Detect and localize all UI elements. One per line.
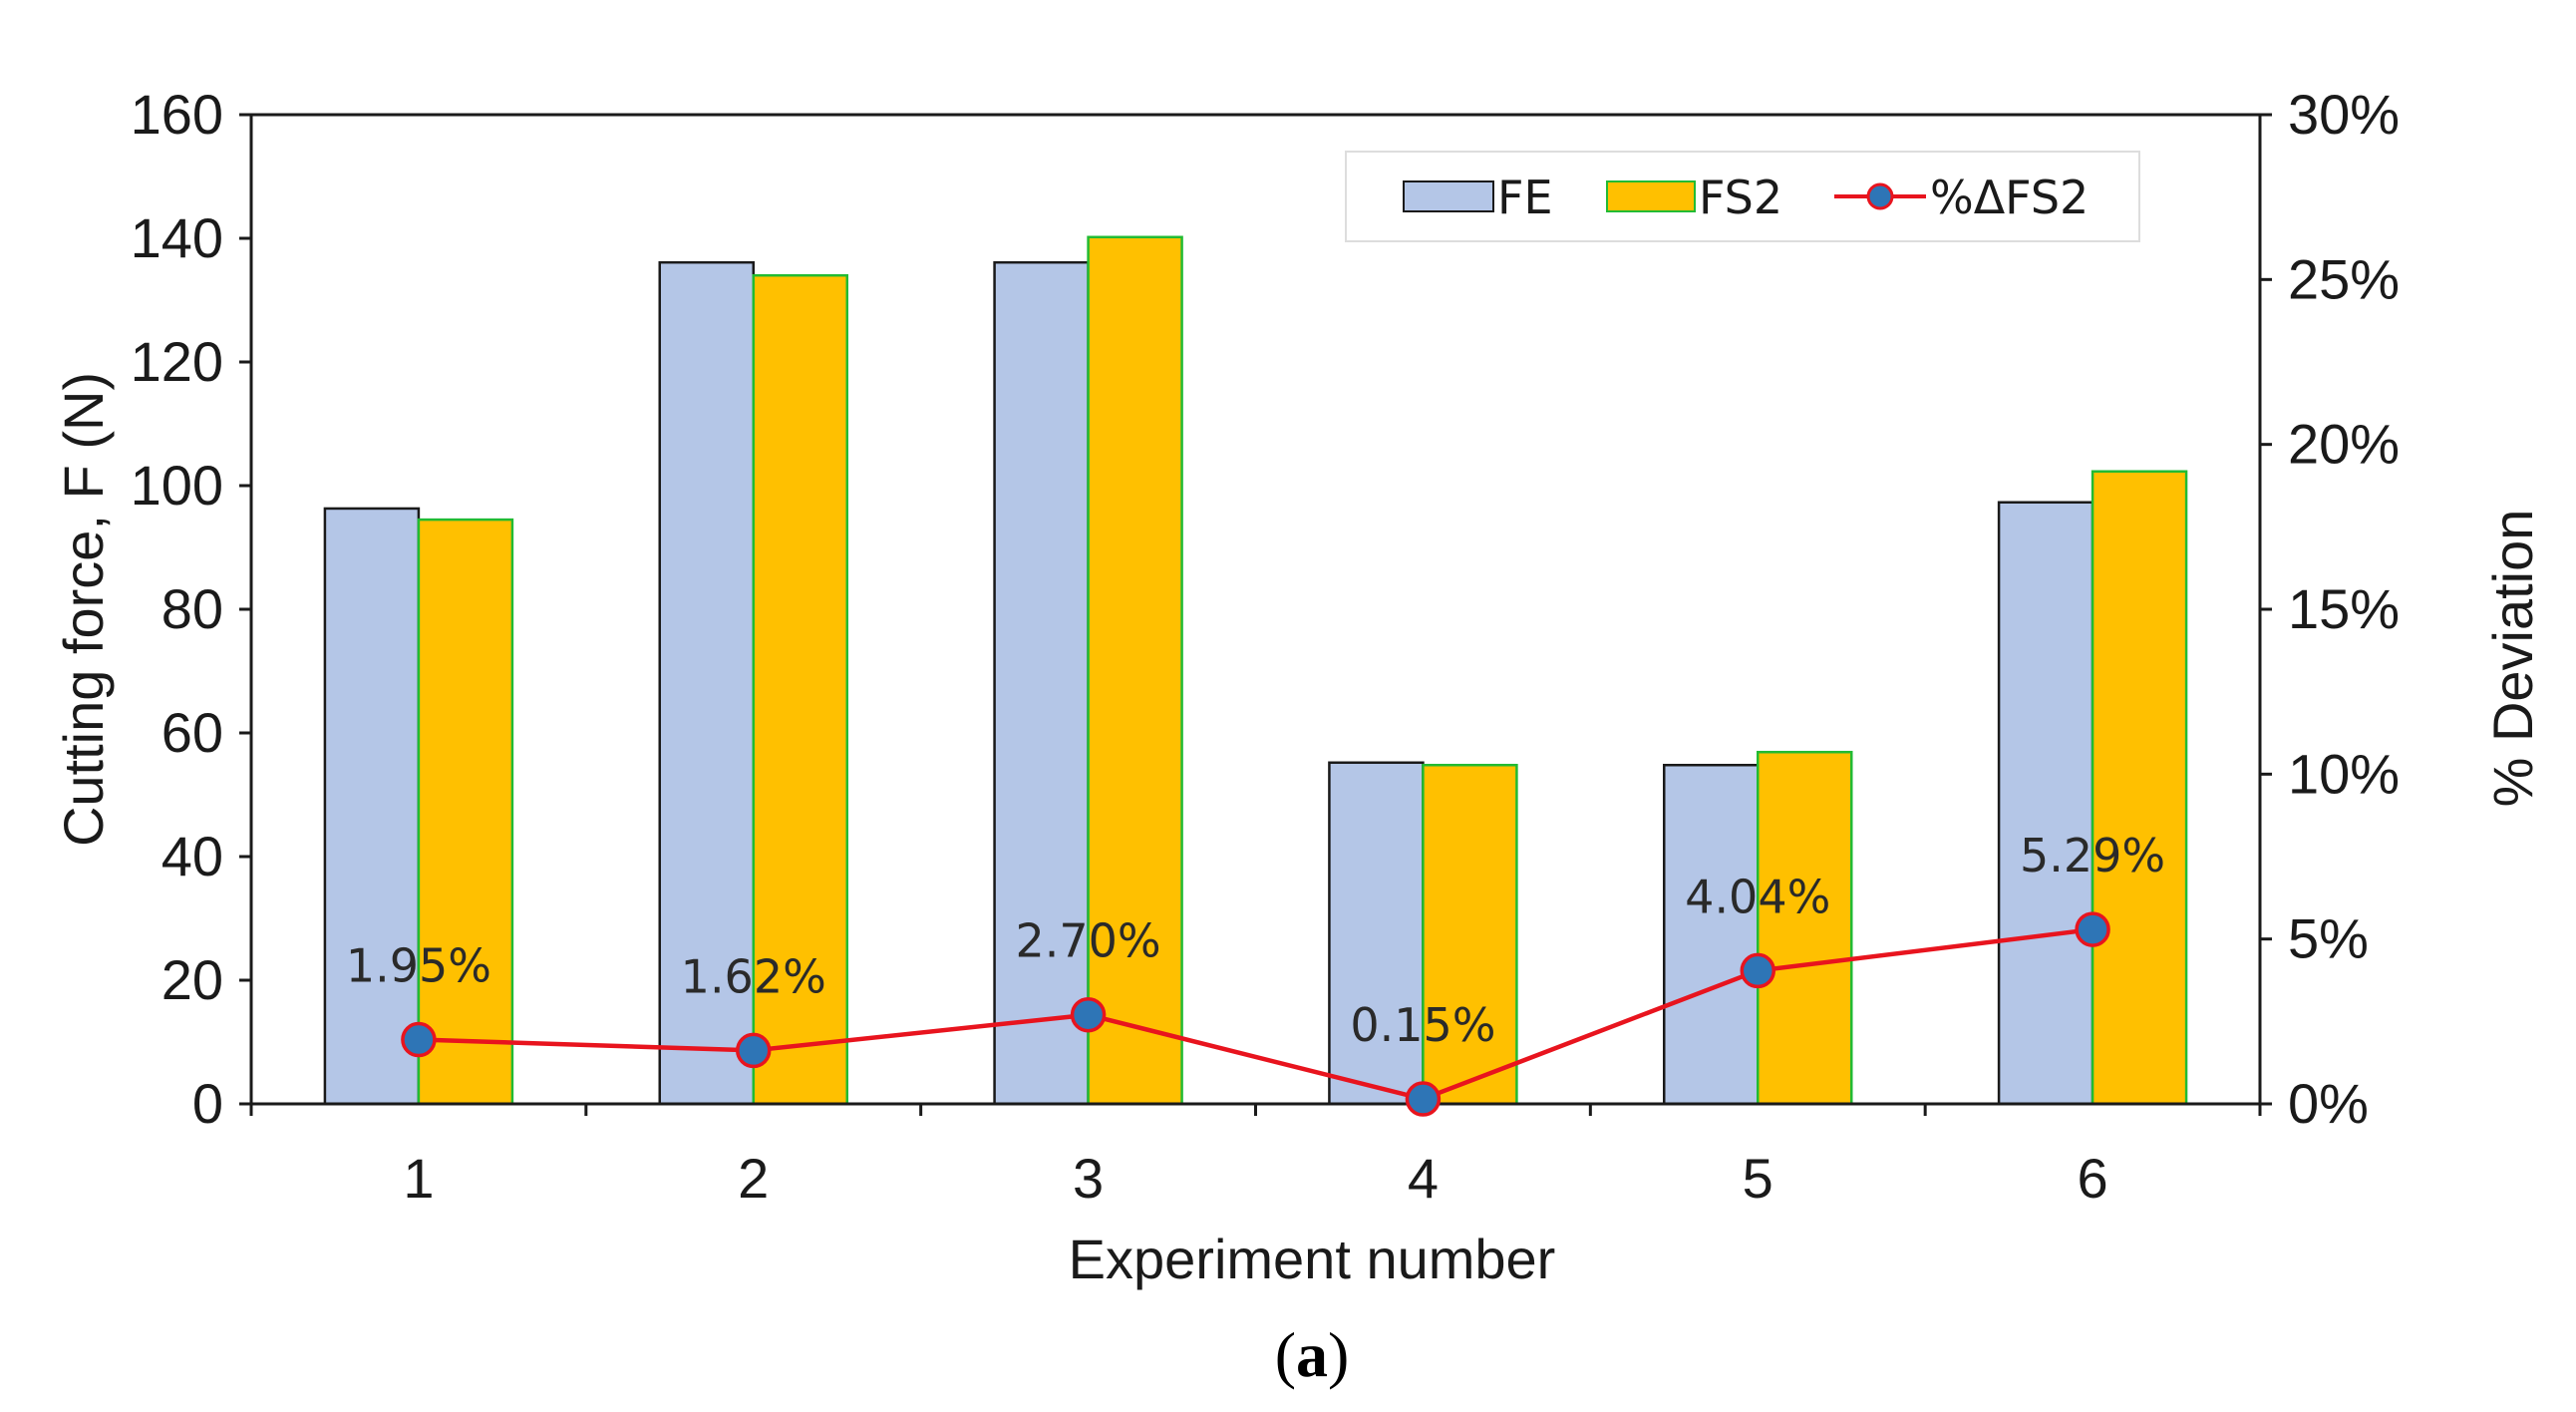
- caption-open: (: [1275, 1319, 1296, 1390]
- x-tick-label: 5: [1743, 1147, 1773, 1210]
- legend-swatch-fe: [1403, 180, 1494, 212]
- deviation-data-label-5: 4.04%: [1685, 870, 1830, 923]
- deviation-line-layer: [401, 911, 2110, 1117]
- deviation-data-label-6: 5.29%: [2020, 829, 2165, 882]
- y2-axis-ticks: 0% 5% 10% 15% 20% 25% 30%: [2260, 83, 2400, 1135]
- x-tick-label: 4: [1408, 1147, 1439, 1210]
- y-tick-label: 20: [161, 948, 223, 1011]
- bar-fe-6: [1997, 501, 2094, 1106]
- y2-tick-label: 30%: [2288, 83, 2400, 146]
- x-axis-title: Experiment number: [1069, 1228, 1556, 1290]
- legend-label-deviation: %ΔFS2: [1930, 171, 2089, 224]
- bar-fs2-4: [1422, 763, 1518, 1106]
- x-tick-label: 3: [1073, 1147, 1104, 1210]
- caption-close: ): [1328, 1319, 1349, 1390]
- bar-fs2-6: [2091, 470, 2188, 1106]
- deviation-data-label-4: 0.15%: [1350, 998, 1495, 1052]
- deviation-marker-4: [1405, 1081, 1442, 1117]
- y-axis-ticks: 0 20 40 60 80 100 120 140 160: [131, 83, 251, 1135]
- legend-label-fe: FE: [1497, 171, 1553, 224]
- legend-label-fs2: FS2: [1699, 171, 1782, 224]
- bar-fe-1: [323, 507, 421, 1106]
- bar-layer: [323, 235, 2188, 1106]
- y-tick-label: 40: [161, 825, 223, 887]
- deviation-marker-3: [1070, 996, 1107, 1033]
- y-tick-label: 120: [131, 330, 223, 393]
- legend: FE FS2 %ΔFS2: [1345, 151, 2140, 242]
- deviation-line: [418, 926, 2093, 1102]
- bar-fe-2: [658, 260, 755, 1106]
- y2-tick-label: 15%: [2288, 577, 2400, 640]
- x-tick-label: 2: [738, 1147, 769, 1210]
- bar-fs2-5: [1757, 750, 1853, 1106]
- bar-fs2-1: [417, 518, 514, 1106]
- bar-fe-3: [993, 260, 1090, 1106]
- deviation-marker-6: [2075, 911, 2110, 947]
- y2-tick-label: 5%: [2288, 907, 2369, 970]
- y2-tick-label: 10%: [2288, 742, 2400, 805]
- deviation-data-label-2: 1.62%: [681, 949, 826, 1003]
- deviation-marker-2: [736, 1032, 772, 1069]
- x-axis-ticks: 1 2 3 4 5 6: [249, 1104, 2262, 1210]
- y-tick-label: 140: [131, 206, 223, 269]
- figure-caption: (a): [1275, 1319, 1350, 1390]
- plot-area-frame: [249, 113, 2262, 1106]
- y-tick-label: 160: [131, 83, 223, 146]
- y2-tick-label: 25%: [2288, 247, 2400, 310]
- x-tick-label: 1: [403, 1147, 434, 1210]
- deviation-marker-5: [1740, 952, 1775, 989]
- bar-fs2-3: [1087, 235, 1183, 1106]
- y-tick-label: 80: [161, 577, 223, 640]
- caption-letter: a: [1296, 1319, 1328, 1390]
- legend-swatch-deviation-marker: [1866, 182, 1894, 210]
- y-axis-title: Cutting force, F (N): [52, 372, 115, 847]
- y-tick-label: 0: [192, 1072, 223, 1135]
- y2-tick-label: 20%: [2288, 413, 2400, 476]
- y2-tick-label: 0%: [2288, 1072, 2369, 1135]
- deviation-data-label-1: 1.95%: [346, 939, 491, 993]
- legend-swatch-fs2: [1606, 180, 1696, 212]
- deviation-marker-1: [401, 1021, 437, 1058]
- y-tick-label: 60: [161, 701, 223, 764]
- y2-axis-title: % Deviation: [2481, 510, 2544, 808]
- deviation-data-label-3: 2.70%: [1016, 914, 1161, 968]
- bar-fe-4: [1328, 761, 1425, 1106]
- bar-fs2-2: [752, 273, 848, 1106]
- y-tick-label: 100: [131, 454, 223, 517]
- bar-fe-5: [1663, 763, 1760, 1106]
- x-tick-label: 6: [2078, 1147, 2108, 1210]
- data-label-layer: 1.95% 1.62% 2.70% 0.15% 4.04% 5.29%: [346, 829, 2165, 1052]
